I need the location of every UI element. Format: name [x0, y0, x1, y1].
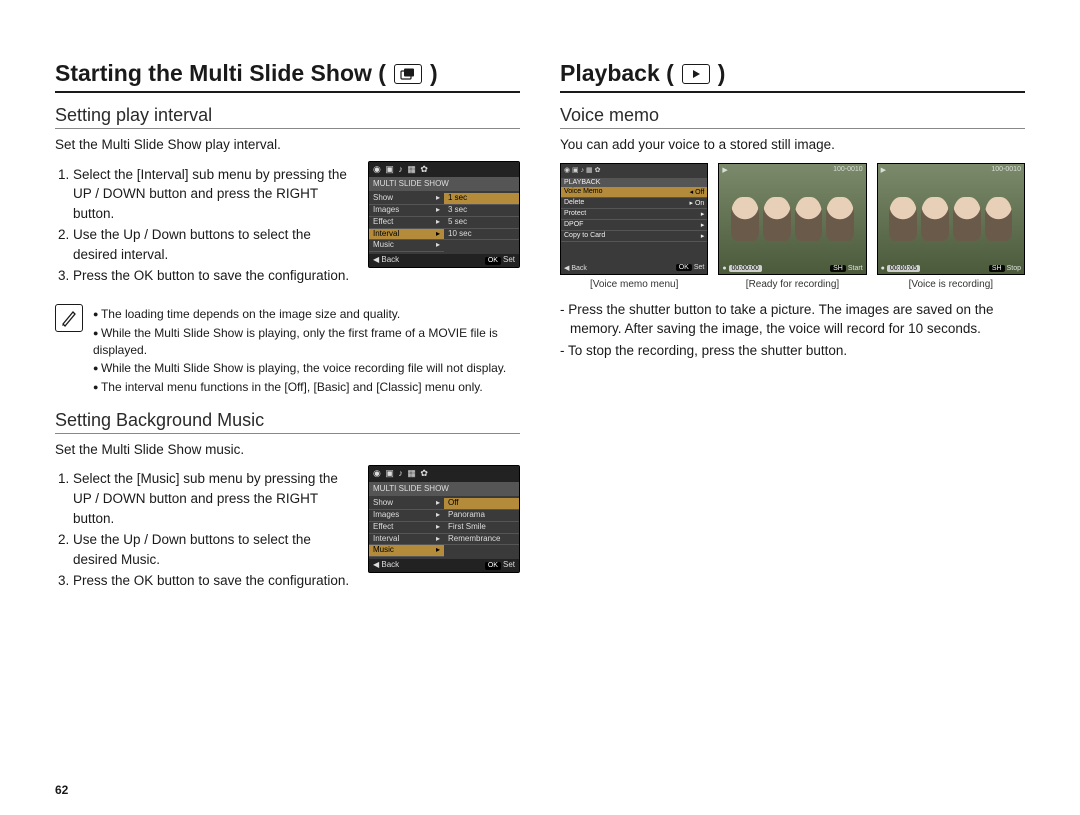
lcd-item: Effect▸ [369, 217, 444, 229]
lcd-opt: First Smile [444, 522, 519, 534]
bullet: - Press the shutter button to take a pic… [560, 300, 1025, 339]
lcd-item: Effect▸ [369, 522, 444, 534]
lcd-item: Images▸ [369, 510, 444, 522]
thumb-caption: [Voice is recording] [877, 279, 1025, 290]
sec1-intro: Set the Multi Slide Show play interval. [55, 135, 520, 155]
sec-play-interval-heading: Setting play interval [55, 105, 520, 129]
left-title-text: Starting the Multi Slide Show ( [55, 60, 386, 87]
left-column: Starting the Multi Slide Show ( ) Settin… [55, 60, 520, 795]
lcd-item: Show▸ [369, 193, 444, 205]
slideshow-icon [394, 64, 422, 84]
notes: The loading time depends on the image si… [93, 304, 520, 398]
lcd-item: Show▸ [369, 498, 444, 510]
lcd-tabs: ◉ ▣ ♪ ▦ ✿ [369, 162, 519, 179]
thumb-voice-menu: ◉ ▣ ♪ ▦ ✿ PLAYBACK Voice Memo◂ Off Delet… [560, 163, 708, 290]
lcd-title: MULTI SLIDE SHOW [369, 483, 519, 496]
sec2-step: Select the [Music] sub menu by pressing … [73, 469, 354, 528]
note-item: While the Multi Slide Show is playing, t… [93, 360, 520, 377]
sec1-steps: Select the [Interval] sub menu by pressi… [55, 165, 354, 286]
lcd-opt: 3 sec [444, 205, 519, 217]
note-item: While the Multi Slide Show is playing, o… [93, 325, 520, 359]
thumb-recording: ▶100-0010 ● 00:00:05SHStop [Voice is rec… [877, 163, 1025, 290]
left-title: Starting the Multi Slide Show ( ) [55, 60, 520, 93]
sec1-step: Use the Up / Down buttons to select the … [73, 225, 354, 264]
right-title-text: Playback ( [560, 60, 674, 87]
lcd-opt: Remembrance [444, 534, 519, 546]
sec2-lcd: ◉ ▣ ♪ ▦ ✿ MULTI SLIDE SHOW Show▸ Images▸… [368, 465, 520, 572]
right-title: Playback ( ) [560, 60, 1025, 93]
lcd-item-selected: Music▸ [369, 545, 444, 557]
sec1-lcd: ◉ ▣ ♪ ▦ ✿ MULTI SLIDE SHOW Show▸ Images▸… [368, 161, 520, 268]
lcd-opt-selected: Off [444, 498, 519, 510]
right-title-after: ) [718, 60, 726, 87]
lcd-footer: ◀ Back OKSet [369, 559, 519, 572]
sec2-steps: Select the [Music] sub menu by pressing … [55, 469, 354, 590]
voice-memo-heading: Voice memo [560, 105, 1025, 129]
thumb-ready: ▶100-0010 ● 00:00:00SHStart [Ready for r… [718, 163, 866, 290]
lcd-right-list: 1 sec 3 sec 5 sec 10 sec [444, 191, 519, 254]
sec1-step: Press the OK button to save the configur… [73, 266, 354, 286]
lcd-right-list: Off Panorama First Smile Remembrance [444, 496, 519, 559]
right-column: Playback ( ) Voice memo You can add your… [560, 60, 1025, 795]
note-item: The loading time depends on the image si… [93, 306, 520, 323]
bullet: - To stop the recording, press the shutt… [560, 341, 1025, 361]
sec-music-heading: Setting Background Music [55, 410, 520, 434]
thumb-caption: [Ready for recording] [718, 279, 866, 290]
lcd-left-list: Show▸ Images▸ Effect▸ Interval▸ Music▸ [369, 191, 444, 254]
left-title-after: ) [430, 60, 438, 87]
note-item: The interval menu functions in the [Off]… [93, 379, 520, 396]
lcd-item: Images▸ [369, 205, 444, 217]
sec2-intro: Set the Multi Slide Show music. [55, 440, 520, 460]
lcd-opt: 10 sec [444, 229, 519, 241]
lcd-item: Interval▸ [369, 534, 444, 546]
lcd-footer: ◀ Back OKSet [369, 254, 519, 267]
page-number: 62 [55, 783, 68, 797]
thumbnails: ◉ ▣ ♪ ▦ ✿ PLAYBACK Voice Memo◂ Off Delet… [560, 163, 1025, 290]
lcd-opt: Panorama [444, 510, 519, 522]
lcd-item-selected: Interval▸ [369, 229, 444, 241]
sec1-step: Select the [Interval] sub menu by pressi… [73, 165, 354, 224]
voice-memo-intro: You can add your voice to a stored still… [560, 135, 1025, 155]
lcd-opt: 5 sec [444, 217, 519, 229]
lcd-left-list: Show▸ Images▸ Effect▸ Interval▸ Music▸ [369, 496, 444, 559]
lcd-item: Music▸ [369, 240, 444, 252]
note-box: The loading time depends on the image si… [55, 304, 520, 398]
thumb-caption: [Voice memo menu] [560, 279, 708, 290]
voice-memo-bullets: - Press the shutter button to take a pic… [560, 300, 1025, 361]
note-icon [55, 304, 83, 332]
playback-icon [682, 64, 710, 84]
sec2-step: Press the OK button to save the configur… [73, 571, 354, 591]
lcd-opt-selected: 1 sec [444, 193, 519, 205]
lcd-tabs: ◉ ▣ ♪ ▦ ✿ [369, 466, 519, 483]
sec2-step: Use the Up / Down buttons to select the … [73, 530, 354, 569]
lcd-title: MULTI SLIDE SHOW [369, 178, 519, 191]
